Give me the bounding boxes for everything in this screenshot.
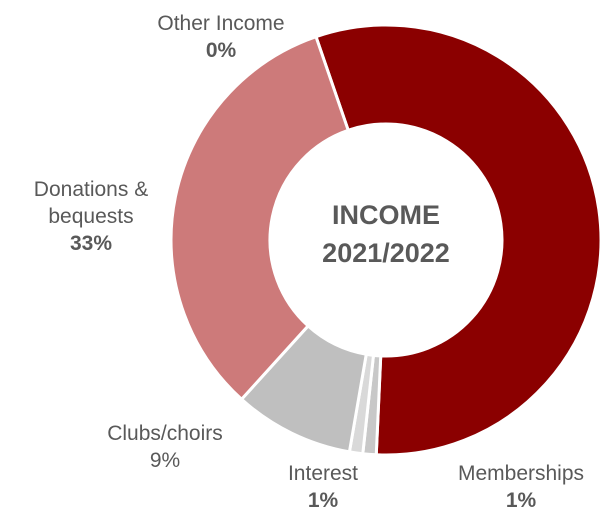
label-memberships-name: Memberships (457, 462, 585, 485)
label-interest-pct: 1% (307, 489, 339, 512)
label-memberships: Memberships 1% (436, 460, 606, 514)
label-donations-name-line2: bequests (48, 205, 134, 228)
label-clubs-pct: 9% (149, 449, 181, 472)
donut-slice-unlabeled-segment (314, 23, 603, 457)
label-interest: Interest 1% (268, 460, 378, 514)
label-interest-name: Interest (287, 462, 359, 485)
label-memberships-pct: 1% (505, 489, 537, 512)
label-clubs-choirs: Clubs/choirs 9% (72, 420, 258, 474)
label-donations-name-line1: Donations & (33, 178, 149, 201)
label-clubs-name: Clubs/choirs (107, 422, 223, 445)
center-title-line2: 2021/2022 (322, 238, 450, 268)
label-donations-pct: 33% (69, 232, 113, 255)
label-other-income-pct: 0% (205, 39, 237, 62)
donut-slice-donations-bequests (169, 34, 351, 402)
center-title-line1: INCOME (332, 200, 440, 230)
label-other-income-name: Other Income (157, 12, 285, 35)
chart-center-title: INCOME 2021/2022 (268, 196, 504, 272)
label-donations: Donations & bequests 33% (6, 176, 176, 257)
label-other-income: Other Income 0% (136, 10, 306, 64)
